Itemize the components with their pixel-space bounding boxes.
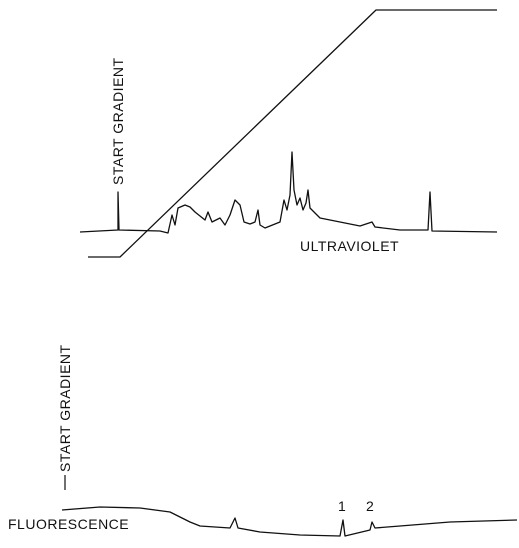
- peak-label: 2: [366, 498, 374, 514]
- gradient-line: [88, 9, 497, 258]
- top-start-label: START GRADIENT: [110, 57, 126, 185]
- peak-label: 1: [338, 498, 346, 514]
- fluorescence-trace: [61, 506, 518, 537]
- uv-trace: [79, 151, 498, 234]
- bottom-start-label: START GRADIENT: [57, 344, 73, 472]
- fluorescence-label: FLUORESCENCE: [8, 516, 129, 532]
- uv-label: ULTRAVIOLET: [300, 238, 399, 254]
